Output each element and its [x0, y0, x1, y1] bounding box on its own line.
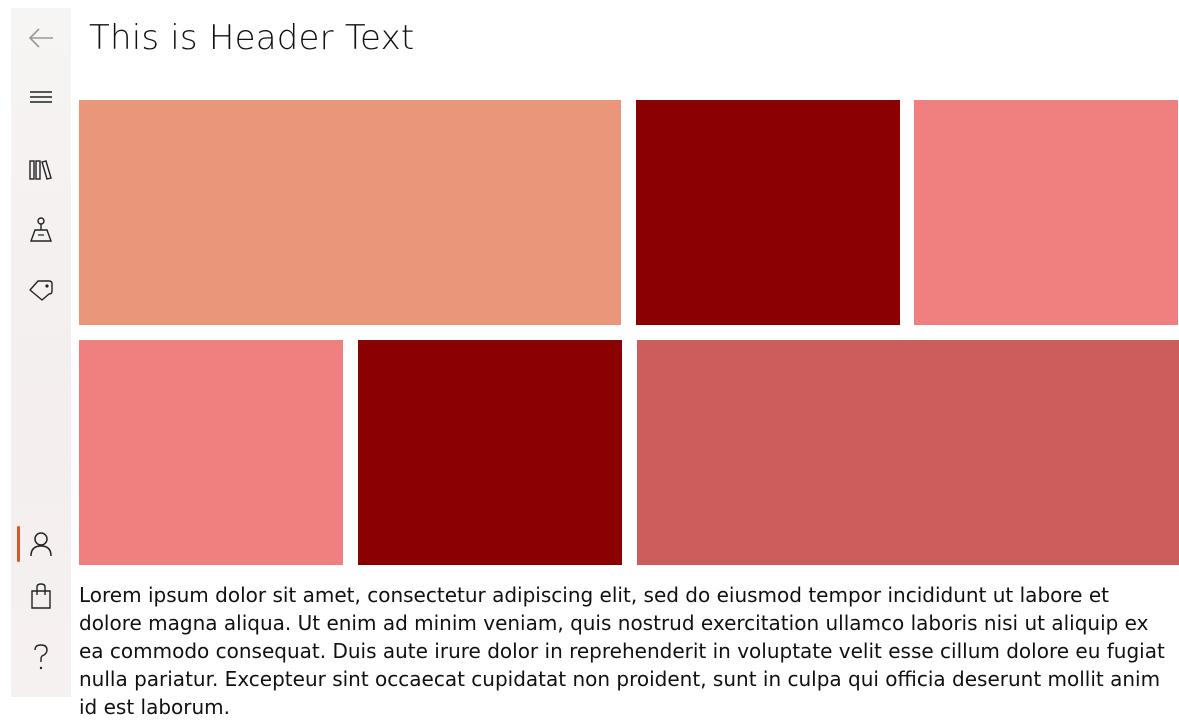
help-icon [34, 644, 48, 670]
nav-item-help[interactable] [11, 637, 71, 677]
nav-item-account[interactable] [11, 516, 71, 572]
hamburger-menu-button[interactable] [11, 77, 71, 117]
color-tile [358, 340, 622, 565]
nav-item-location[interactable] [11, 210, 71, 250]
library-icon [29, 160, 52, 180]
tag-icon [29, 280, 53, 301]
color-tile [637, 340, 1179, 565]
person-icon [30, 532, 52, 557]
selection-indicator [17, 526, 20, 562]
nav-item-store[interactable] [11, 576, 71, 616]
body-paragraph: Lorem ipsum dolor sit amet, consectetur … [79, 583, 1165, 719]
color-tile [79, 100, 621, 325]
navigation-rail [11, 8, 71, 697]
nav-item-tags[interactable] [11, 270, 71, 310]
shopping-bag-icon [31, 583, 51, 609]
color-tile [79, 340, 343, 565]
back-icon [28, 28, 53, 48]
color-tile [636, 100, 900, 325]
color-tile [914, 100, 1178, 325]
map-pin-icon [30, 217, 52, 242]
nav-item-library[interactable] [11, 150, 71, 190]
page-title: This is Header Text [89, 18, 415, 58]
hamburger-menu-icon [30, 91, 52, 103]
back-button[interactable] [11, 18, 71, 58]
